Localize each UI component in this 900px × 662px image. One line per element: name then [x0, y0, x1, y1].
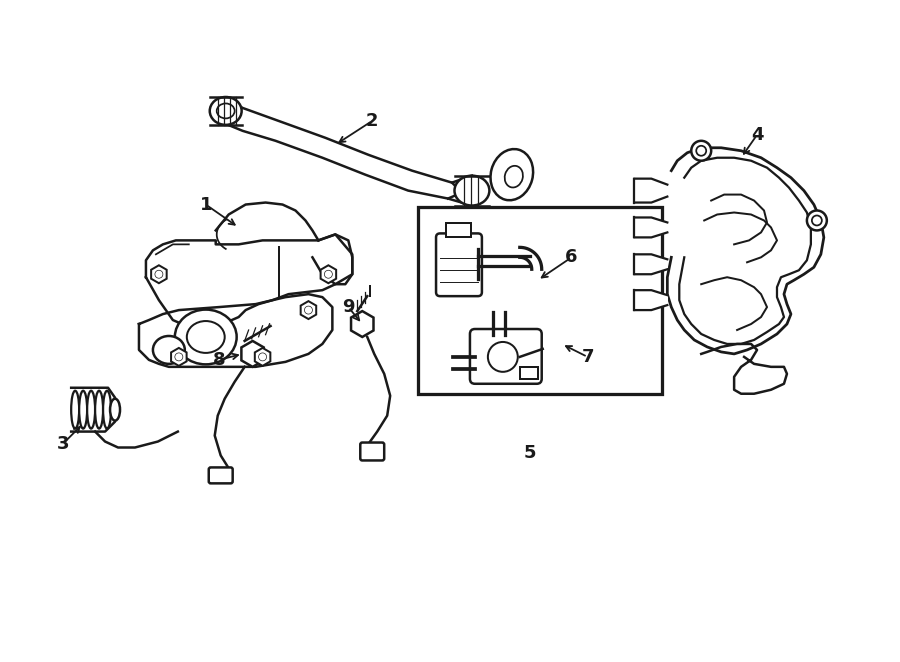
Polygon shape: [701, 344, 787, 394]
Polygon shape: [146, 234, 352, 327]
Circle shape: [812, 216, 822, 226]
Polygon shape: [312, 234, 352, 284]
Bar: [446, 224, 471, 238]
FancyBboxPatch shape: [436, 234, 482, 296]
Circle shape: [304, 306, 312, 314]
Ellipse shape: [175, 310, 237, 364]
Polygon shape: [634, 218, 667, 238]
Circle shape: [324, 270, 332, 278]
FancyBboxPatch shape: [209, 467, 233, 483]
Ellipse shape: [71, 391, 79, 428]
Ellipse shape: [104, 391, 111, 428]
Text: 2: 2: [366, 112, 379, 130]
Circle shape: [175, 353, 183, 361]
Bar: [520, 367, 537, 379]
Circle shape: [155, 270, 163, 278]
Text: 6: 6: [565, 248, 578, 266]
Ellipse shape: [79, 391, 87, 428]
Circle shape: [258, 353, 266, 361]
Bar: [418, 207, 662, 394]
Ellipse shape: [153, 336, 184, 364]
Polygon shape: [226, 98, 472, 205]
Text: 9: 9: [342, 298, 355, 316]
Text: 1: 1: [200, 195, 212, 214]
FancyBboxPatch shape: [360, 442, 384, 461]
Ellipse shape: [217, 103, 235, 118]
Ellipse shape: [454, 175, 490, 205]
Circle shape: [807, 211, 827, 230]
Polygon shape: [216, 203, 319, 244]
Ellipse shape: [505, 166, 523, 187]
Circle shape: [488, 342, 517, 372]
Ellipse shape: [187, 321, 225, 353]
Text: 5: 5: [524, 444, 536, 463]
Polygon shape: [139, 294, 332, 367]
Polygon shape: [634, 179, 667, 203]
Polygon shape: [667, 148, 824, 354]
Polygon shape: [634, 254, 667, 274]
Ellipse shape: [95, 391, 104, 428]
Text: 4: 4: [751, 126, 763, 144]
Ellipse shape: [210, 97, 241, 125]
Polygon shape: [71, 388, 115, 432]
FancyBboxPatch shape: [470, 329, 542, 384]
Circle shape: [697, 146, 706, 156]
Polygon shape: [634, 290, 667, 310]
Ellipse shape: [110, 399, 120, 420]
Ellipse shape: [491, 149, 533, 200]
Text: 3: 3: [57, 434, 69, 453]
Ellipse shape: [87, 391, 95, 428]
Text: 8: 8: [212, 351, 225, 369]
Circle shape: [691, 141, 711, 161]
Text: 7: 7: [581, 348, 594, 366]
